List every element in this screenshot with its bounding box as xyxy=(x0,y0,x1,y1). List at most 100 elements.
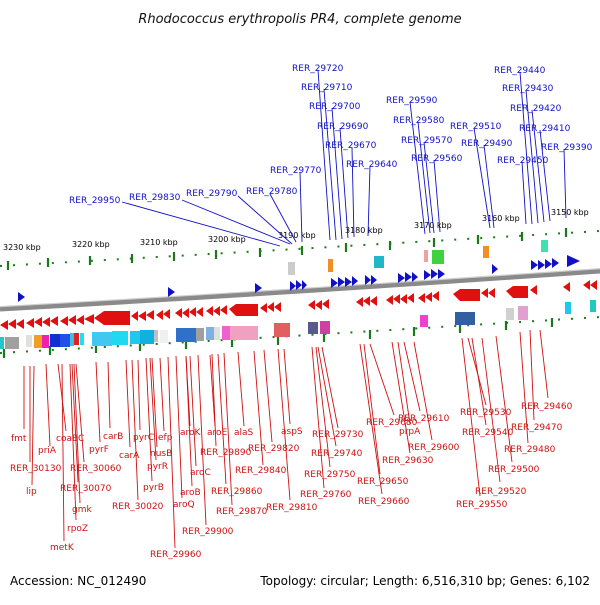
gene-label: RER_30130 xyxy=(10,464,62,474)
gene-label: RER_29670 xyxy=(325,141,377,151)
gene-label: RER_29650 xyxy=(357,477,409,487)
map-title: Rhodococcus erythropolis PR4, complete g… xyxy=(138,12,461,27)
tick-label: 3160 kbp xyxy=(482,214,520,223)
gene-label: RER_30060 xyxy=(70,464,122,474)
gene-label: RER_29430 xyxy=(502,84,554,94)
gene-label: RER_29420 xyxy=(510,104,562,114)
gene-label: aspS xyxy=(281,427,303,437)
gene-label: RER_29760 xyxy=(300,490,352,500)
reverse-gene-labels: fmt priA coaBC carB pyrC efp aroK aroE a… xyxy=(10,402,573,560)
gene-label: RER_29390 xyxy=(541,143,593,153)
gene-label: pyrF xyxy=(89,445,109,455)
tick-label: 3180 kbp xyxy=(345,226,383,235)
accession-label: Accession: NC_012490 xyxy=(10,574,146,588)
gene-label: RER_29530 xyxy=(460,408,512,418)
gene-label: aroK xyxy=(180,428,202,438)
gene-label: RER_29900 xyxy=(182,527,234,537)
gene-label: RER_30020 xyxy=(112,502,164,512)
gene-label: RER_29570 xyxy=(401,136,453,146)
gene-label: RER_29480 xyxy=(504,445,556,455)
gene-label: RER_29560 xyxy=(411,154,463,164)
gene-label: RER_29590 xyxy=(386,96,438,106)
gene-label: rpoZ xyxy=(67,524,88,534)
gene-label: carA xyxy=(119,451,140,461)
gene-label: RER_29770 xyxy=(270,166,322,176)
gene-label: aroC xyxy=(190,468,211,478)
gene-label: nusB xyxy=(150,449,172,459)
forward-gene-labels: RER_29950 RER_29830 RER_29790 RER_29780 … xyxy=(69,64,593,206)
gene-label: RER_29740 xyxy=(311,449,363,459)
gene-label: RER_29810 xyxy=(266,503,318,513)
gene-label: RER_29830 xyxy=(129,193,181,203)
gene-label: RER_29710 xyxy=(301,83,353,93)
reverse-leader-lines xyxy=(23,329,549,549)
tick-label: 3200 kbp xyxy=(208,235,246,244)
gene-label: RER_29610 xyxy=(398,414,450,424)
gene-label: metK xyxy=(50,543,75,553)
gene-label: RER_29890 xyxy=(200,448,252,458)
gene-label: RER_29750 xyxy=(304,470,356,480)
gene-label: alaS xyxy=(234,428,254,438)
kbp-axis: 3230 kbp 3220 kbp 3210 kbp 3200 kbp 3190… xyxy=(3,208,589,252)
genome-summary: Topology: circular; Length: 6,516,310 bp… xyxy=(259,574,590,588)
gene-label: RER_29840 xyxy=(235,466,287,476)
gene-label: RER_29440 xyxy=(494,66,546,76)
gene-label: gmk xyxy=(72,505,92,515)
gene-label: RER_30070 xyxy=(60,484,112,494)
gene-label: RER_29640 xyxy=(346,160,398,170)
lower-tick-track xyxy=(0,316,600,354)
gene-label: RER_29820 xyxy=(248,444,300,454)
gene-label: lip xyxy=(26,487,37,497)
gene-label: RER_29580 xyxy=(393,116,445,126)
gene-label: RER_29500 xyxy=(488,465,540,475)
gene-label: RER_29470 xyxy=(511,423,563,433)
gene-label: pyrR xyxy=(147,462,168,472)
gene-label: RER_29660 xyxy=(358,497,410,507)
gene-label: RER_29870 xyxy=(216,507,268,517)
gene-label: RER_29860 xyxy=(211,487,263,497)
tick-label: 3190 kbp xyxy=(278,231,316,240)
gene-label: RER_29550 xyxy=(456,500,508,510)
gene-label: RER_29680 xyxy=(366,418,418,428)
forward-leader-lines xyxy=(121,69,567,247)
gene-label: RER_29410 xyxy=(519,124,571,134)
gene-label: RER_29490 xyxy=(461,139,513,149)
gene-label: RER_29540 xyxy=(462,428,514,438)
gene-label: pyrB xyxy=(143,483,164,493)
gene-label: coaBC xyxy=(56,434,84,444)
gene-label: RER_29960 xyxy=(150,550,202,560)
genome-backbone xyxy=(0,268,600,312)
tick-label: 3210 kbp xyxy=(140,238,178,247)
tick-label: 3220 kbp xyxy=(72,240,110,249)
gene-label: aroE xyxy=(207,428,228,438)
gene-label: aroQ xyxy=(173,500,195,510)
gene-label: RER_29720 xyxy=(292,64,344,74)
gene-label: pyrC xyxy=(133,433,154,443)
gene-label: fmt xyxy=(11,434,27,444)
gene-label: RER_29690 xyxy=(317,122,369,132)
upper-tick-track xyxy=(0,230,600,267)
gene-label: prpA xyxy=(399,427,421,437)
gene-label: RER_29510 xyxy=(450,122,502,132)
reverse-genes xyxy=(0,280,597,330)
reverse-feature-blocks xyxy=(0,300,596,349)
gene-label: efp xyxy=(158,433,173,443)
gene-label: RER_29450 xyxy=(497,156,549,166)
tick-label: 3150 kbp xyxy=(551,208,589,217)
gene-label: RER_29780 xyxy=(246,187,298,197)
gene-label: RER_29600 xyxy=(408,443,460,453)
gene-label: RER_29630 xyxy=(382,456,434,466)
gene-label: RER_29950 xyxy=(69,196,121,206)
gene-label: RER_29520 xyxy=(475,487,527,497)
tick-label: 3230 kbp xyxy=(3,243,41,252)
forward-genes xyxy=(18,255,580,302)
gene-label: RER_29460 xyxy=(521,402,573,412)
gene-label: RER_29730 xyxy=(312,430,364,440)
gene-label: RER_29700 xyxy=(309,102,361,112)
gene-label: priA xyxy=(38,446,57,456)
forward-feature-blocks xyxy=(288,240,548,275)
gene-label: RER_29790 xyxy=(186,189,238,199)
gene-label: aroB xyxy=(180,488,201,498)
